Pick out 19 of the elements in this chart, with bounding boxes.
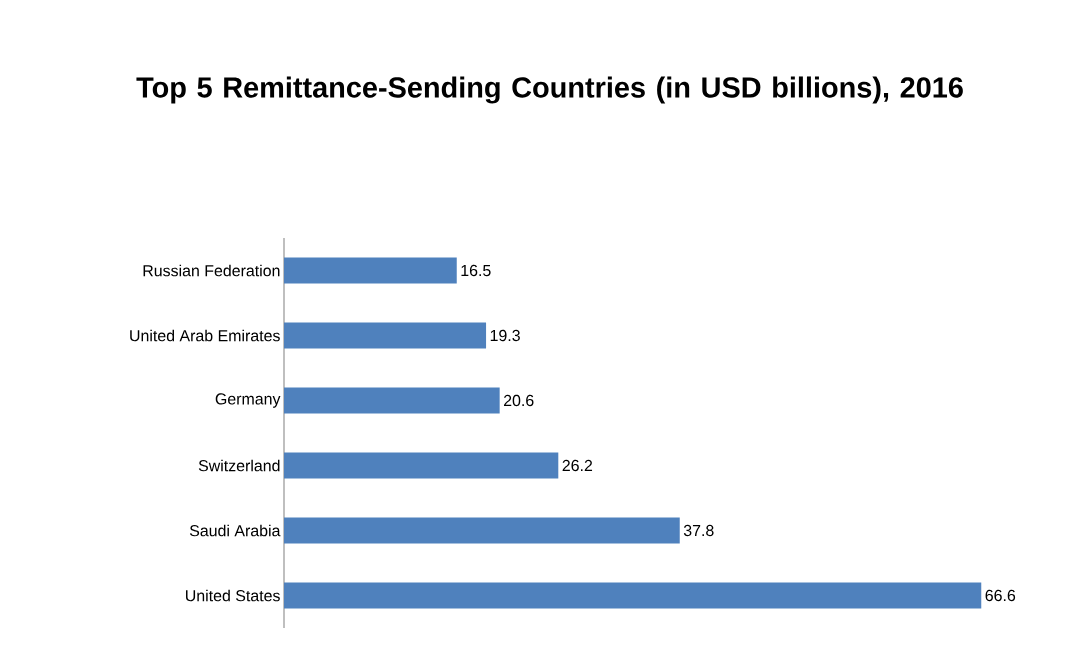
bar — [284, 322, 487, 349]
bar — [284, 582, 982, 609]
bar — [284, 387, 500, 414]
data-label: 16.5 — [461, 264, 491, 277]
data-label: 20.6 — [503, 394, 534, 407]
data-label: 19.3 — [490, 329, 520, 342]
bar — [284, 517, 680, 544]
data-label: 37.8 — [683, 524, 714, 537]
bar — [284, 257, 457, 284]
chart-title: Top 5 Remittance-Sending Countries (in USD billions), 2016 — [136, 76, 963, 104]
y-tick-label: Saudi Arabia — [189, 524, 281, 537]
y-tick-label: Germany — [215, 393, 281, 408]
bar — [284, 452, 559, 479]
y-tick-label: United Arab Emirates — [130, 329, 280, 342]
data-label: 26.2 — [562, 459, 593, 472]
y-tick-label: Switzerland — [198, 459, 280, 472]
y-tick-label: Russian Federation — [143, 264, 280, 277]
data-label: 66.6 — [985, 589, 1016, 602]
y-tick-label: United States — [186, 589, 280, 602]
